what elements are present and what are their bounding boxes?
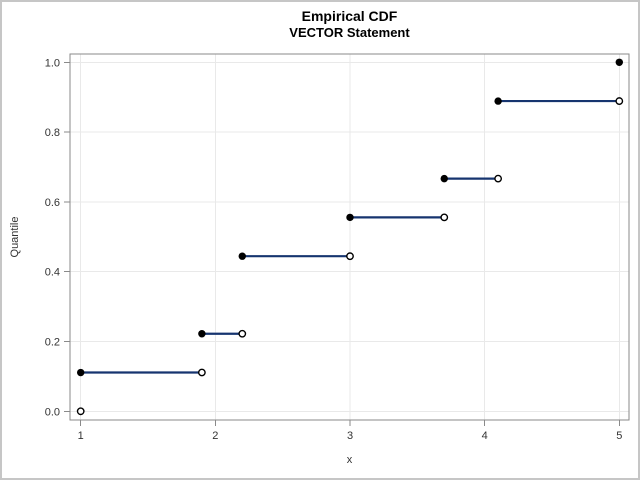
cdf-closed-marker bbox=[615, 58, 623, 66]
cdf-closed-marker bbox=[440, 174, 448, 183]
cdf-closed-marker bbox=[77, 368, 85, 377]
x-axis-tick-label: 5 bbox=[616, 430, 622, 442]
cdf-closed-marker bbox=[238, 252, 246, 260]
cdf-closed-marker bbox=[494, 97, 502, 105]
cdf-open-marker bbox=[76, 407, 85, 416]
cdf-open-marker bbox=[346, 252, 354, 261]
chart-title: Empirical CDF bbox=[301, 8, 398, 24]
y-axis-tick-label: 0.6 bbox=[45, 197, 60, 209]
cdf-closed-marker bbox=[346, 213, 354, 222]
y-axis-tick-label: 1.0 bbox=[45, 57, 60, 69]
x-axis-tick-label: 2 bbox=[212, 430, 218, 442]
title-block: Empirical CDF VECTOR Statement bbox=[70, 8, 629, 41]
x-axis-tick-label: 1 bbox=[78, 430, 84, 442]
x-axis-label: x bbox=[346, 454, 353, 466]
cdf-open-marker bbox=[494, 174, 503, 183]
y-axis-tick-label: 0.8 bbox=[45, 127, 60, 139]
x-axis-tick-label: 3 bbox=[347, 430, 353, 442]
y-axis-tick-label: 0.4 bbox=[45, 267, 60, 279]
y-axis-tick-label: 0.2 bbox=[45, 337, 60, 349]
y-axis-tick-label: 0.0 bbox=[45, 406, 60, 418]
cdf-open-marker bbox=[440, 213, 449, 222]
cdf-closed-marker bbox=[198, 330, 206, 338]
cdf-open-marker bbox=[238, 329, 247, 338]
x-axis-tick-label: 4 bbox=[482, 430, 488, 442]
cdf-open-marker bbox=[197, 368, 206, 377]
cdf-open-marker bbox=[615, 97, 624, 105]
chart-subtitle: VECTOR Statement bbox=[289, 25, 410, 40]
